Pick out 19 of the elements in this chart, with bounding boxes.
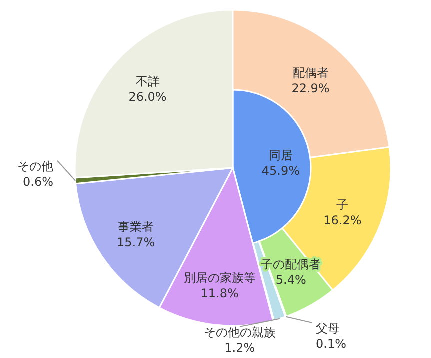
slice-label: 事業者 [118, 220, 154, 234]
data-label: 45.9% [262, 164, 300, 178]
data-label: 5.4% [276, 272, 306, 287]
slice-label: 不詳 [136, 74, 160, 89]
data-label: 0.1% [316, 337, 347, 352]
slice-label: 父母 [316, 321, 340, 336]
data-label: 1.2% [224, 341, 256, 356]
slice-label: その他の親族 [204, 325, 276, 340]
data-label: 16.2% [324, 214, 362, 228]
slice-label: 別居の家族等 [184, 270, 256, 285]
data-label: 11.8% [200, 286, 239, 300]
slice-label: 同居 [268, 148, 293, 162]
data-label: 0.6% [23, 175, 54, 190]
slice-label: 子 [336, 198, 349, 212]
data-label: 22.9% [292, 81, 330, 96]
slice-label: その他 [18, 159, 54, 174]
data-label: 26.0% [128, 90, 167, 104]
slice-label: 配偶者 [292, 66, 329, 80]
data-label: 15.7% [117, 236, 156, 250]
